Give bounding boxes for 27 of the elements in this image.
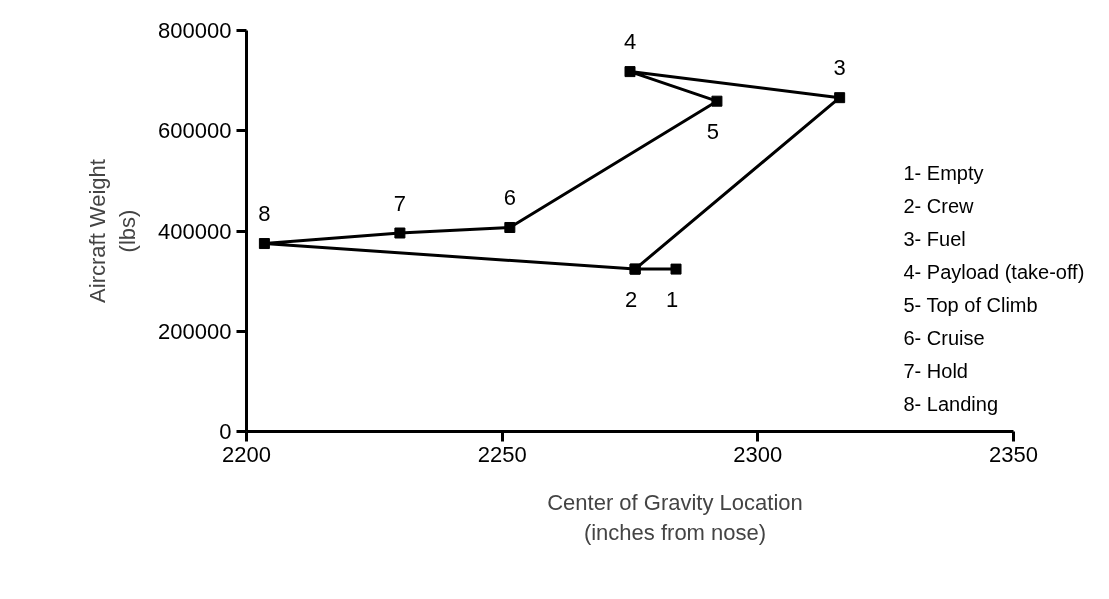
y-tick-label: 400000	[158, 218, 232, 244]
y-tick-label: 200000	[158, 318, 232, 344]
x-axis-title: Center of Gravity Location (inches from nose)	[547, 489, 803, 545]
annotation: 4	[623, 29, 637, 55]
annotation: 5	[706, 118, 720, 144]
y-tick-label: 600000	[158, 118, 232, 144]
y-axis-title: Aircraft Weight (lbs)	[85, 159, 141, 303]
annotation: 7- Hold	[903, 360, 968, 383]
x-tick-label: 2200	[222, 441, 271, 467]
annotation: 7	[393, 190, 407, 216]
annotation: 6	[503, 184, 516, 210]
annotation: 5- Top of Climb	[903, 294, 1038, 317]
annotation: 2- Crew	[903, 194, 975, 217]
x-tick-label: 2250	[477, 441, 527, 467]
y-tick-label: 0	[219, 419, 232, 444]
annotation: 3	[833, 55, 846, 81]
x-tick-label: 2350	[989, 441, 1038, 467]
annotation: 1	[665, 286, 679, 312]
annotation: 3- Fuel	[903, 228, 966, 251]
annotation: 6- Cruise	[903, 327, 985, 350]
annotation: 2	[625, 286, 638, 312]
y-tick-label: 800000	[158, 18, 232, 43]
annotation: 8	[258, 201, 271, 227]
annotation: 4- Payload (take-off)	[903, 261, 1085, 284]
x-tick-label: 2300	[733, 441, 783, 467]
annotation: 1- Empty	[903, 161, 984, 184]
annotation: 8- Landing	[903, 393, 999, 416]
